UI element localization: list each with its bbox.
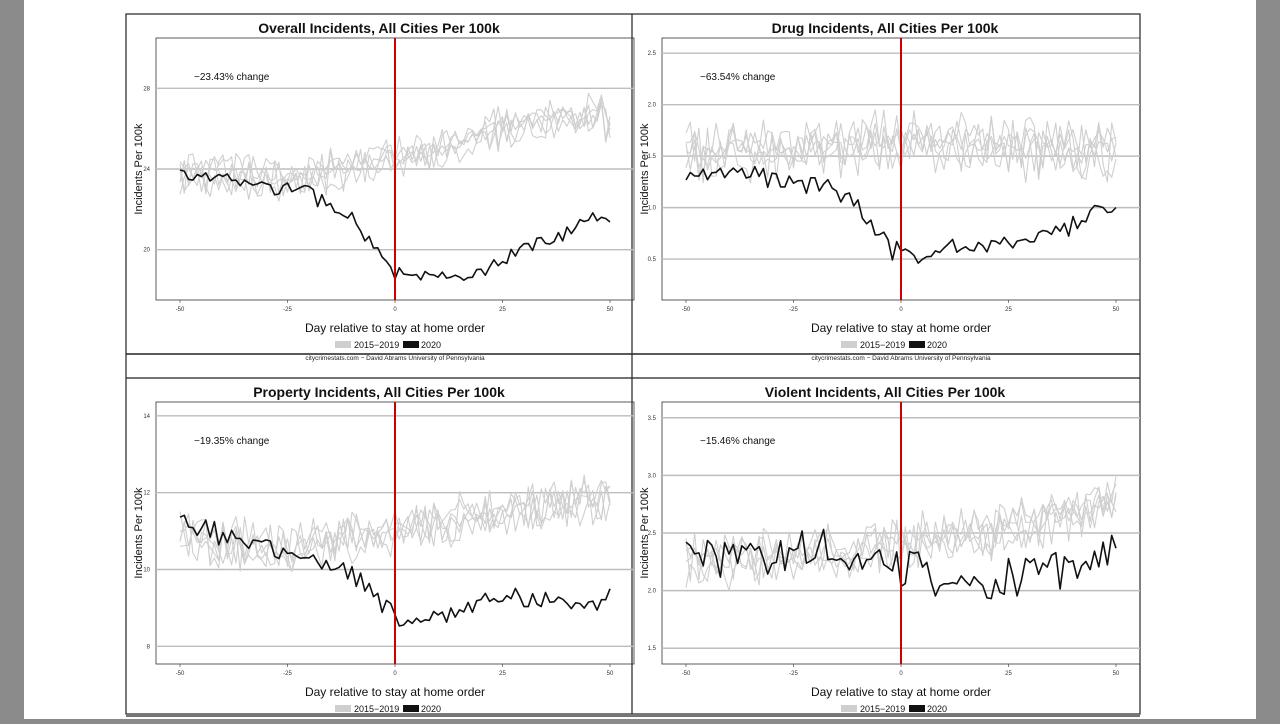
x-tick-label: 0: [393, 671, 397, 677]
y-tick-label: 2.5: [648, 51, 657, 57]
y-tick-label: 2.5: [648, 531, 657, 537]
legend-swatch-black: [403, 341, 419, 348]
y-tick-label: 2.0: [648, 589, 657, 595]
legend-label-black: 2020: [927, 340, 947, 350]
y-axis-label: Incidents Per 100k: [639, 123, 651, 215]
x-tick-label: -50: [682, 671, 691, 677]
chart-title: Property Incidents, All Cities Per 100k: [253, 384, 505, 400]
y-tick-label: 24: [143, 167, 150, 173]
legend-swatch-grey: [841, 705, 857, 712]
source-caption: citycrimestats.com − David Abrams Univer…: [305, 355, 485, 362]
chart-panel-2: Drug Incidents, All Cities Per 100k 0.5 1.…: [639, 20, 1141, 362]
x-axis-label: Day relative to stay at home order: [305, 685, 485, 699]
y-tick-label: 10: [143, 567, 150, 573]
legend: 2015−2019 2020: [841, 340, 947, 350]
legend-label-grey: 2015−2019: [354, 704, 399, 714]
y-tick-label: 28: [143, 86, 150, 92]
legend-label-grey: 2015−2019: [354, 340, 399, 350]
change-annotation: −15.46% change: [700, 436, 776, 447]
y-tick-label: 2.0: [648, 103, 657, 109]
x-tick-label: -25: [283, 671, 292, 677]
x-tick-label: 0: [393, 307, 397, 313]
y-tick-label: 1.0: [648, 206, 657, 212]
legend: 2015−2019 2020: [335, 340, 441, 350]
chart-figure: Overall Incidents, All Cities Per 100k 20…: [125, 13, 1141, 724]
x-tick-label: -25: [789, 671, 798, 677]
y-tick-label: 3.5: [648, 416, 657, 422]
x-tick-label: 50: [607, 307, 614, 313]
x-tick-label: 50: [1113, 307, 1120, 313]
legend: 2015−2019 2020: [841, 704, 947, 714]
y-tick-label: 3.0: [648, 473, 657, 479]
chart-title: Overall Incidents, All Cities Per 100k: [258, 20, 500, 36]
legend-swatch-grey: [335, 341, 351, 348]
chart-title: Violent Incidents, All Cities Per 100k: [765, 384, 1006, 400]
chart-panel-1: Overall Incidents, All Cities Per 100k 20…: [133, 20, 635, 362]
x-tick-label: 50: [1113, 671, 1120, 677]
legend-label-black: 2020: [421, 340, 441, 350]
legend-label-grey: 2015−2019: [860, 704, 905, 714]
legend-label-black: 2020: [421, 704, 441, 714]
legend: 2015−2019 2020: [335, 704, 441, 714]
change-annotation: −63.54% change: [700, 72, 776, 83]
x-tick-label: -25: [789, 307, 798, 313]
chart-panel-4: Violent Incidents, All Cities Per 100k 1.…: [639, 384, 1141, 724]
chart-panel-3: Property Incidents, All Cities Per 100k 8…: [133, 384, 635, 724]
source-caption: citycrimestats.com − David Abrams Univer…: [811, 355, 991, 362]
legend-swatch-black: [909, 341, 925, 348]
x-tick-label: -50: [176, 307, 185, 313]
x-tick-label: 25: [499, 671, 506, 677]
x-tick-label: 25: [1005, 671, 1012, 677]
x-tick-label: 25: [499, 307, 506, 313]
chart-title: Drug Incidents, All Cities Per 100k: [772, 20, 999, 36]
y-tick-label: 0.5: [648, 257, 657, 263]
x-axis-label: Day relative to stay at home order: [811, 685, 991, 699]
document-page: Overall Incidents, All Cities Per 100k 20…: [24, 0, 1256, 724]
x-axis-label: Day relative to stay at home order: [305, 321, 485, 335]
y-axis-label: Incidents Per 100k: [639, 487, 651, 579]
x-tick-label: -50: [682, 307, 691, 313]
legend-label-grey: 2015−2019: [860, 340, 905, 350]
panel-frames: [125, 13, 1141, 717]
legend-swatch-grey: [841, 341, 857, 348]
legend-label-black: 2020: [927, 704, 947, 714]
y-axis-label: Incidents Per 100k: [133, 123, 145, 215]
y-tick-label: 20: [143, 248, 150, 254]
x-axis-label: Day relative to stay at home order: [811, 321, 991, 335]
legend-swatch-black: [403, 705, 419, 712]
y-tick-label: 14: [143, 414, 150, 420]
legend-swatch-black: [909, 705, 925, 712]
y-axis-label: Incidents Per 100k: [133, 487, 145, 579]
y-tick-label: 8: [147, 644, 151, 650]
x-tick-label: -25: [283, 307, 292, 313]
x-tick-label: 50: [607, 671, 614, 677]
y-tick-label: 1.5: [648, 646, 657, 652]
chart-panels: Overall Incidents, All Cities Per 100k 20…: [133, 20, 1141, 724]
x-tick-label: 25: [1005, 307, 1012, 313]
legend-swatch-grey: [335, 705, 351, 712]
x-tick-label: 0: [899, 307, 903, 313]
change-annotation: −19.35% change: [194, 436, 270, 447]
y-tick-label: 1.5: [648, 154, 657, 160]
x-tick-label: 0: [899, 671, 903, 677]
y-tick-label: 12: [143, 491, 150, 497]
change-annotation: −23.43% change: [194, 72, 270, 83]
x-tick-label: -50: [176, 671, 185, 677]
